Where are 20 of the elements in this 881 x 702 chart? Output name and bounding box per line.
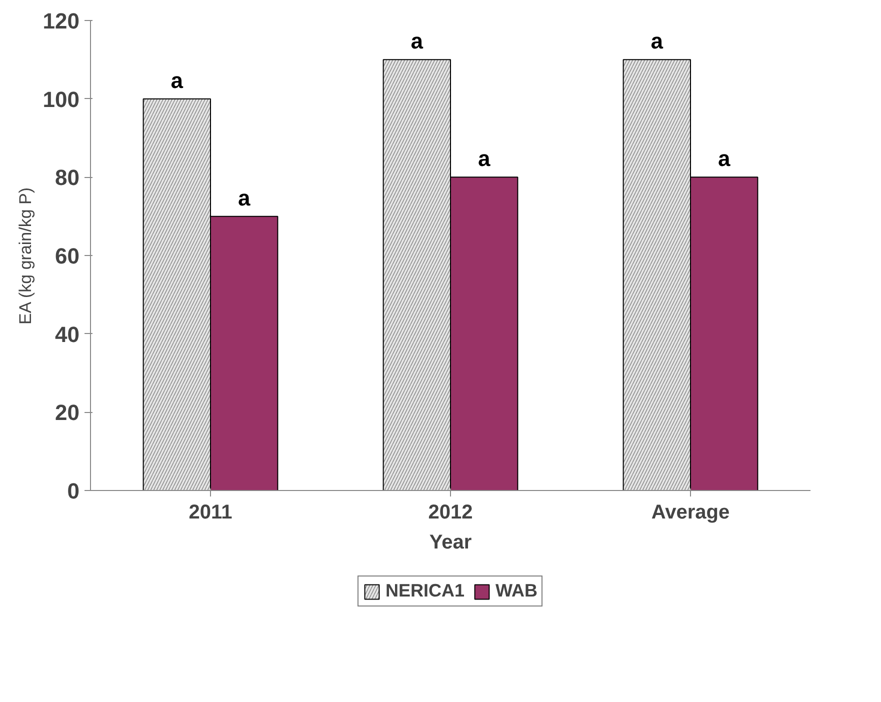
y-axis-title: EA (kg grain/kg P) bbox=[16, 187, 35, 324]
x-axis-title: Year bbox=[429, 532, 472, 554]
x-tick-label: Average bbox=[651, 502, 730, 524]
y-tick-label: 80 bbox=[55, 165, 80, 190]
annotation: a bbox=[238, 185, 251, 210]
y-tick-label: 20 bbox=[55, 400, 80, 426]
legend-label: WAB bbox=[496, 580, 538, 602]
y-tick-label: 100 bbox=[42, 86, 80, 112]
annotation: a bbox=[410, 28, 424, 54]
x-tick-label: 2012 bbox=[428, 502, 473, 524]
annotation: a bbox=[170, 68, 184, 93]
annotation: a bbox=[650, 28, 664, 54]
annotation: a bbox=[478, 146, 491, 172]
y-tick-label: 0 bbox=[67, 478, 80, 504]
y-tick-label: 60 bbox=[55, 244, 80, 268]
y-tick-label: 120 bbox=[42, 8, 80, 34]
annotation: a bbox=[718, 146, 731, 172]
legend-label: NERICA1 bbox=[385, 580, 465, 602]
x-tick-label: 2011 bbox=[188, 502, 232, 524]
y-tick-label: 40 bbox=[55, 322, 80, 347]
